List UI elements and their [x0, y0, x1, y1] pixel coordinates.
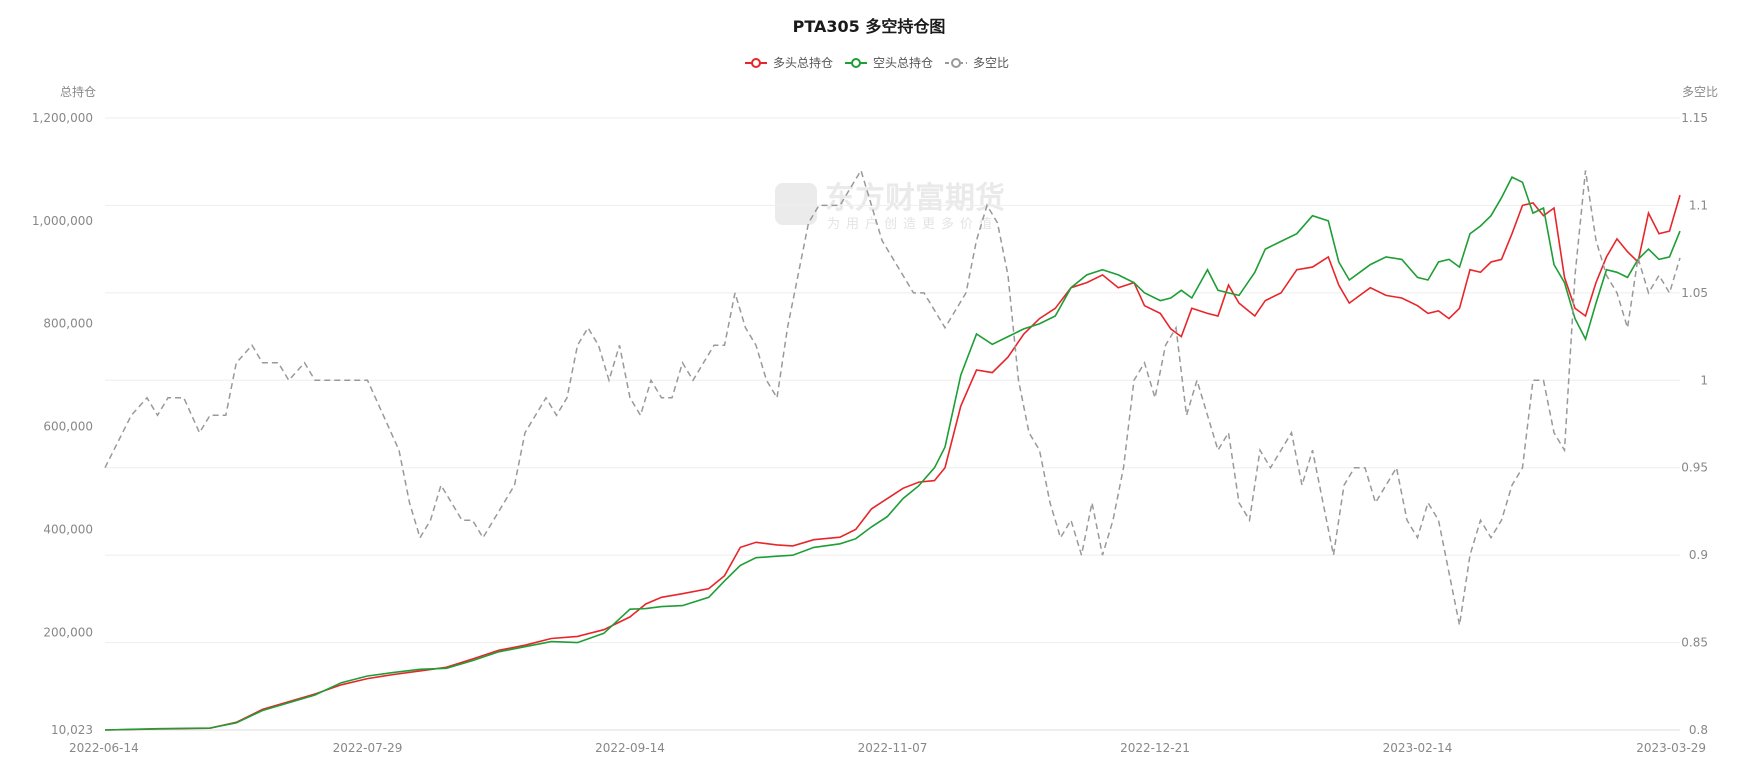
chart-title: PTA305 多空持仓图 — [793, 17, 946, 36]
left-tick-label: 600,000 — [43, 420, 93, 434]
legend-marker-icon — [851, 58, 861, 68]
legend-marker-icon — [751, 58, 761, 68]
x-tick-label: 2022-09-14 — [595, 741, 665, 755]
x-tick-label: 2022-12-21 — [1120, 741, 1190, 755]
left-tick-label: 400,000 — [43, 522, 93, 536]
x-tick-label: 2023-02-14 — [1383, 741, 1453, 755]
left-axis-title: 总持仓 — [60, 84, 96, 99]
legend-item[interactable]: 多空比 — [945, 56, 1009, 70]
series-line-3[interactable] — [104, 168, 1681, 626]
watermark-brand: 东方财富期货 — [825, 181, 1005, 216]
legend-item[interactable]: 空头总持仓 — [845, 55, 933, 70]
right-axis-title: 多空比 — [1682, 85, 1718, 99]
right-tick-label: 0.85 — [1681, 636, 1708, 650]
legend-marker-icon — [951, 58, 961, 68]
legend-label: 多空比 — [973, 56, 1009, 70]
right-tick-label: 0.9 — [1689, 548, 1708, 562]
watermark-slogan: 为用户创造更多价值 — [827, 216, 998, 232]
right-tick-label: 0.95 — [1681, 461, 1708, 475]
right-tick-label: 1.1 — [1689, 198, 1708, 212]
right-tick-label: 1 — [1700, 373, 1708, 387]
legend-label: 空头总持仓 — [873, 55, 933, 70]
left-tick-label: 1,000,000 — [32, 214, 93, 228]
legend-item[interactable]: 多头总持仓 — [745, 55, 833, 70]
series-line-1[interactable] — [104, 194, 1681, 731]
left-tick-label: 1,200,000 — [32, 111, 93, 125]
left-tick-label: 10,023 — [51, 723, 93, 737]
x-tick-label: 2022-06-14 — [69, 741, 139, 755]
x-tick-label: 2023-03-29 — [1636, 741, 1706, 755]
watermark-logo-icon — [775, 183, 817, 225]
series-line-2[interactable] — [104, 176, 1681, 731]
x-tick-label: 2022-11-07 — [858, 741, 928, 755]
legend-label: 多头总持仓 — [773, 55, 833, 70]
left-tick-label: 800,000 — [43, 317, 93, 331]
x-tick-label: 2022-07-29 — [333, 741, 403, 755]
legend[interactable]: 多头总持仓 空头总持仓 多空比 — [745, 55, 1009, 70]
right-tick-label: 1.15 — [1681, 111, 1708, 125]
watermark: 东方财富期货 为用户创造更多价值 — [775, 181, 1005, 232]
left-tick-label: 200,000 — [43, 625, 93, 639]
right-tick-label: 0.8 — [1689, 723, 1708, 737]
right-tick-label: 1.05 — [1681, 286, 1708, 300]
